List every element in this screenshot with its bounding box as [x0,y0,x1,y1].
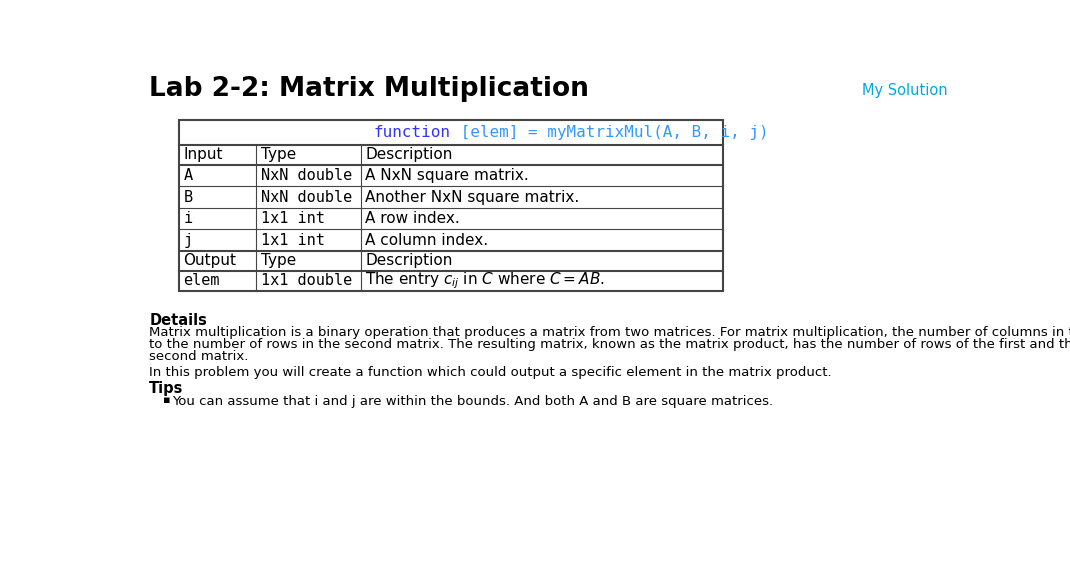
Text: 1x1 double: 1x1 double [261,274,352,288]
Text: Output: Output [183,253,236,268]
Text: Tips: Tips [149,381,184,396]
Text: 1x1 int: 1x1 int [261,211,324,226]
Text: i: i [183,211,193,226]
Text: j: j [183,233,193,248]
Text: A: A [183,168,193,183]
Text: Details: Details [149,312,208,328]
Text: A NxN square matrix.: A NxN square matrix. [366,168,530,183]
Text: function: function [373,125,450,140]
Text: second matrix.: second matrix. [149,350,248,363]
Text: B: B [183,190,193,205]
Text: elem: elem [183,274,219,288]
Text: ▪: ▪ [164,395,171,406]
Text: Description: Description [366,147,453,162]
Text: My Solution: My Solution [861,83,948,98]
Text: Type: Type [261,253,296,268]
Text: A row index.: A row index. [366,211,460,226]
Text: A column index.: A column index. [366,233,489,248]
Text: In this problem you will create a function which could output a specific element: In this problem you will create a functi… [149,366,831,379]
Text: Lab 2-2: Matrix Multiplication: Lab 2-2: Matrix Multiplication [149,76,590,102]
Text: Type: Type [261,147,296,162]
Text: The entry $c_{ij}$ in $C$ where $C = AB$.: The entry $c_{ij}$ in $C$ where $C = AB$… [366,271,606,291]
Text: to the number of rows in the second matrix. The resulting matrix, known as the m: to the number of rows in the second matr… [149,338,1070,351]
Bar [179,120,722,291]
Text: Matrix multiplication is a binary operation that produces a matrix from two matr: Matrix multiplication is a binary operat… [149,325,1070,338]
Text: Another NxN square matrix.: Another NxN square matrix. [366,190,580,205]
Text: NxN double: NxN double [261,168,352,183]
Text: NxN double: NxN double [261,190,352,205]
Text: Description: Description [366,253,453,268]
Text: Input: Input [183,147,223,162]
Text: 1x1 int: 1x1 int [261,233,324,248]
Text: You can assume that i and j are within the bounds. And both A and B are square m: You can assume that i and j are within t… [172,395,774,408]
Text: [elem] = myMatrixMul(A, B, i, j): [elem] = myMatrixMul(A, B, i, j) [450,125,768,140]
